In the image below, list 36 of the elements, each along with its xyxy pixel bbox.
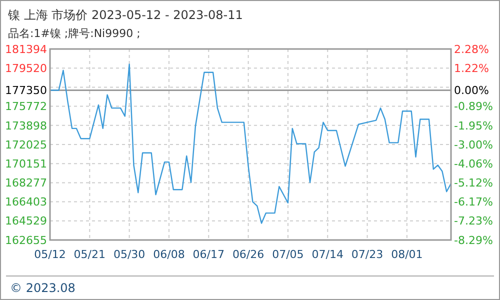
x-tick-label: 05/21 bbox=[74, 248, 106, 261]
y-tick-label: 181394 bbox=[5, 42, 47, 56]
y-tick-label: 166403 bbox=[5, 196, 47, 209]
y2-tick-label: -6.17% bbox=[454, 196, 493, 209]
y2-tick-label: -7.23% bbox=[454, 214, 493, 228]
chart-subtitle: 品名:1#镍 ;牌号:Ni9990 ; bbox=[8, 27, 140, 40]
y-tick-label: 172025 bbox=[5, 138, 47, 152]
text: © 2023.08 bbox=[10, 281, 76, 295]
line-series bbox=[49, 64, 452, 224]
x-tick-label: 06/26 bbox=[232, 248, 264, 261]
y-tick-label: 177350 bbox=[5, 84, 47, 98]
y2-tick-label: -3.00% bbox=[454, 138, 493, 152]
y2-tick-label: -8.29% bbox=[454, 234, 493, 247]
chart-title: 镍 上海 市场价 2023-05-12 - 2023-08-11 bbox=[7, 8, 243, 22]
x-tick-label: 06/08 bbox=[153, 248, 185, 261]
x-tick-label: 05/12 bbox=[34, 248, 66, 261]
y2-tick-label: 1.22% bbox=[454, 62, 489, 76]
y-tick-label: 175772 bbox=[5, 100, 47, 114]
y2-tick-label: 2.28% bbox=[454, 42, 489, 56]
y2-tick-label: -1.95% bbox=[454, 119, 493, 132]
x-tick-label: 08/01 bbox=[391, 248, 423, 261]
y2-tick-label: -4.06% bbox=[454, 157, 493, 170]
y2-tick-label: -0.89% bbox=[454, 100, 493, 114]
y2-tick-label: 0.00% bbox=[454, 84, 489, 98]
x-tick-label: 07/05 bbox=[272, 248, 304, 261]
x-tick-label: 07/14 bbox=[312, 248, 344, 261]
y2-tick-label: -5.12% bbox=[454, 176, 493, 190]
x-tick-label: 07/23 bbox=[351, 248, 384, 261]
y-tick-label: 168277 bbox=[5, 176, 47, 190]
y-tick-label: 179520 bbox=[5, 62, 47, 75]
y-tick-label: 164529 bbox=[5, 214, 47, 228]
y-tick-label: 170151 bbox=[5, 157, 47, 170]
y-tick-label: 173898 bbox=[5, 119, 47, 132]
y-tick-label: 162655 bbox=[5, 234, 47, 247]
x-tick-label: 05/30 bbox=[113, 248, 146, 261]
x-tick-label: 06/17 bbox=[192, 248, 224, 261]
